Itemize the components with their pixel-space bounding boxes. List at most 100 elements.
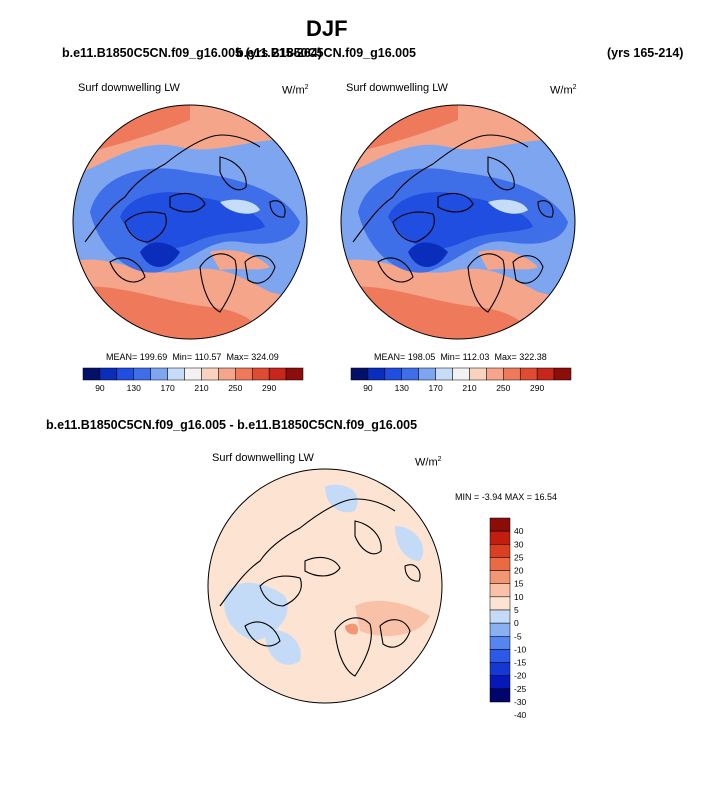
right-variable-label: Surf downwelling LW — [346, 82, 448, 94]
colorbar-bin — [489, 544, 511, 558]
left-mean: MEAN= 199.69 — [106, 352, 168, 362]
field-warm-patch — [478, 250, 538, 270]
field-coldest — [140, 242, 180, 268]
map-border — [340, 104, 576, 340]
colorbar-bin — [99, 367, 118, 381]
right-units-base: W/m — [550, 84, 573, 97]
right-stats: MEAN= 198.05 Min= 112.03 Max= 322.38 — [374, 352, 547, 362]
colorbar-bin — [519, 367, 538, 381]
colorbar-tick-label: 290 — [262, 383, 276, 393]
coastline-3 — [467, 253, 505, 313]
colorbar-tick-label: 130 — [395, 383, 409, 393]
colorbar-bin — [350, 367, 369, 381]
colorbar-bin — [489, 649, 511, 663]
colorbar-bin — [235, 367, 253, 381]
colorbar-tick-label: 290 — [530, 383, 544, 393]
colorbar-tick-label: -20 — [514, 671, 527, 681]
colorbar-tick-label: 20 — [514, 566, 524, 576]
difference-title: b.e11.B1850C5CN.f09_g16.005 - b.e11.B185… — [46, 418, 418, 432]
colorbar-tick-label: -25 — [514, 684, 527, 694]
colorbar-bin — [384, 367, 403, 381]
field-neg-2 — [265, 630, 301, 665]
right-colorbar: 90 130 170 210 250 290 — [350, 367, 572, 393]
diff-minmax: MIN = -3.94 MAX = 16.54 — [455, 492, 558, 502]
coastline-2 — [437, 192, 474, 213]
colorbar-tick-label: 0 — [514, 618, 519, 628]
coastline-7 — [269, 200, 286, 218]
coastline-3 — [334, 617, 372, 677]
coastline-3 — [199, 253, 237, 313]
left-units-exp: 2 — [304, 84, 309, 91]
coastline-2 — [169, 192, 206, 213]
right-min: Min= 112.03 — [440, 352, 490, 362]
right-units-label: W/m2 — [550, 84, 577, 97]
map-border — [72, 104, 308, 340]
colorbar-bin — [489, 622, 511, 637]
colorbar-bin — [489, 662, 511, 676]
left-stats: MEAN= 199.69 Min= 110.57 Max= 324.09 — [106, 352, 279, 362]
colorbar-tick-label: 170 — [429, 383, 443, 393]
colorbar-bin — [268, 367, 287, 381]
diff-units-label: W/m2 — [415, 456, 442, 469]
coastline-0 — [352, 134, 529, 243]
colorbar-bin — [486, 367, 504, 381]
colorbar-bin — [367, 367, 386, 381]
colorbar-tick-label: 30 — [514, 539, 524, 549]
left-units-label: W/m2 — [282, 84, 309, 97]
colorbar-bin — [489, 609, 511, 624]
field-warm-patch — [210, 250, 270, 270]
coastline-1 — [392, 211, 435, 243]
coastline-5 — [354, 520, 382, 555]
coastline-4 — [379, 619, 411, 648]
colorbar-bin — [489, 557, 511, 571]
right-max: Max= 322.38 — [494, 352, 547, 362]
colorbar-bin — [489, 688, 511, 703]
coastline-6 — [244, 621, 281, 647]
colorbar-bin — [116, 367, 135, 381]
difference-polar-map — [207, 468, 443, 704]
colorbar-bin — [133, 367, 151, 381]
coastline-6 — [377, 257, 414, 283]
left-min: Min= 110.57 — [172, 352, 222, 362]
colorbar-tick-label: 10 — [514, 592, 524, 602]
colorbar-tick-label: 170 — [161, 383, 175, 393]
colorbar-bin — [184, 367, 202, 381]
right-case-title: b.e11.B1850C5CN.f09_g16.005 — [236, 46, 416, 60]
colorbar-tick-label: -15 — [514, 658, 527, 668]
colorbar-bin — [167, 367, 185, 381]
colorbar-bin — [452, 367, 470, 381]
left-max: Max= 324.09 — [226, 352, 279, 362]
field-diff — [208, 469, 442, 703]
right-mean: MEAN= 198.05 — [374, 352, 436, 362]
colorbar-bin — [251, 367, 270, 381]
colorbar-bin — [435, 367, 453, 381]
colorbar-bin — [489, 675, 511, 690]
colorbar-bin — [218, 367, 236, 381]
colorbar-bin — [469, 367, 487, 381]
colorbar-tick-label: 40 — [514, 526, 524, 536]
coastline-4 — [512, 255, 544, 284]
colorbar-bin — [489, 570, 511, 584]
field-light-patch — [488, 199, 528, 214]
colorbar-tick-label: 90 — [95, 383, 105, 393]
colorbar-tick-label: 25 — [514, 552, 524, 562]
colorbar-bin — [82, 367, 101, 381]
colorbar-tick-label: -5 — [514, 631, 522, 641]
colorbar-tick-label: 210 — [462, 383, 476, 393]
diff-units-exp: 2 — [437, 456, 442, 463]
coastline-7 — [404, 564, 421, 582]
right-polar-map — [340, 104, 576, 340]
colorbar-bin — [503, 367, 521, 381]
map-border — [207, 468, 443, 704]
colorbar-bin — [536, 367, 555, 381]
colorbar-tick-label: 5 — [514, 605, 519, 615]
colorbar-tick-label: -30 — [514, 697, 527, 707]
left-case-title: b.e11.B1850C5CN.f09_g16.005 (yrs 215-264… — [62, 46, 322, 60]
colorbar-bin — [489, 583, 511, 598]
colorbar-tick-label: 90 — [363, 383, 373, 393]
figure-title: DJF — [306, 16, 348, 41]
field-neg-1 — [224, 582, 288, 641]
colorbar-bin — [418, 367, 436, 381]
colorbar-tick-label: 250 — [228, 383, 242, 393]
colorbar-bin — [201, 367, 219, 381]
